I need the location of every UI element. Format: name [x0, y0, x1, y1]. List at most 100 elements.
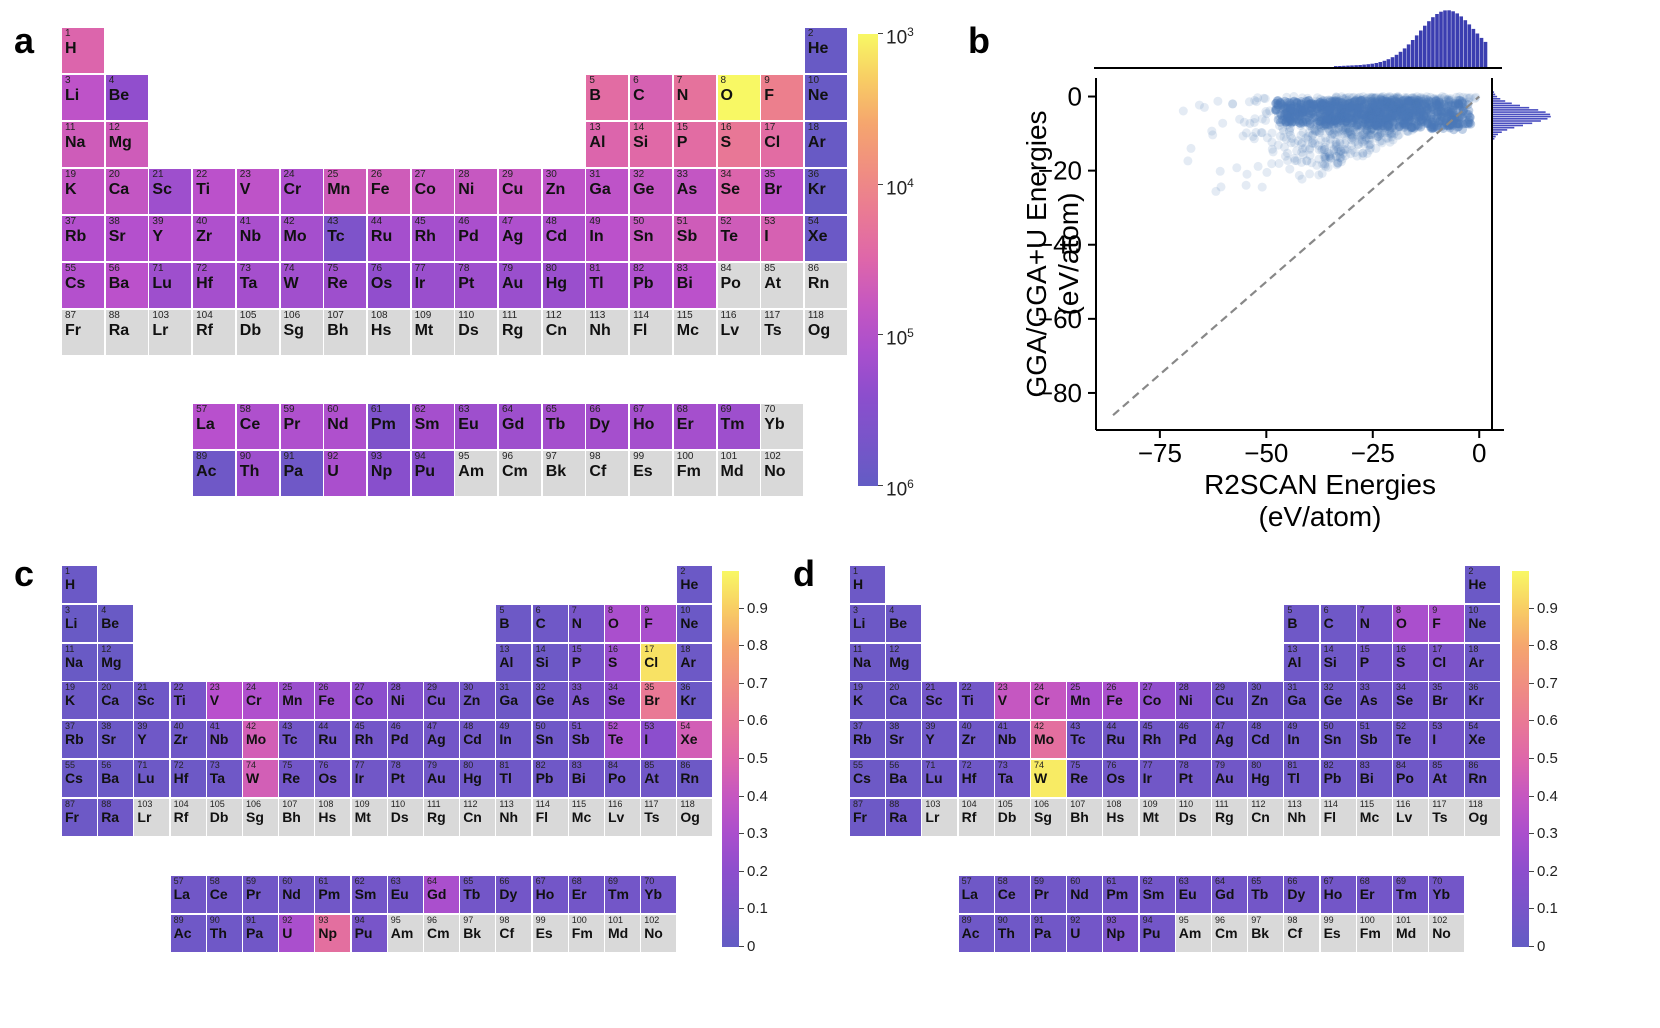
scatter-point	[1367, 97, 1377, 106]
scatter-point	[1401, 102, 1411, 112]
element-cell-cu: 29 Cu	[1212, 682, 1247, 720]
element-cell-p: 15 P	[673, 122, 716, 167]
scatter-point	[1364, 113, 1374, 123]
element-cell-mt: 109 Mt	[411, 310, 454, 355]
scatter-point	[1363, 108, 1373, 117]
scatter-point	[1389, 105, 1398, 115]
element-symbol: Ne	[807, 87, 829, 104]
scatter-point	[1408, 105, 1417, 115]
element-cell-he: 2 He	[1465, 566, 1501, 603]
scatter-point	[1423, 114, 1433, 124]
atomic-number: 108	[318, 798, 334, 809]
element-symbol: Fr	[853, 808, 867, 825]
scatter-point	[1366, 108, 1376, 118]
colorbar-tick	[1529, 682, 1534, 684]
scatter-point	[1321, 137, 1331, 147]
scatter-point	[1279, 115, 1289, 125]
scatter-point	[1326, 154, 1336, 164]
scatter-point	[1344, 104, 1354, 114]
atomic-number: 16	[1396, 643, 1407, 654]
atomic-number: 64	[427, 876, 438, 887]
scatter-point	[1390, 94, 1400, 104]
element-symbol: Os	[370, 275, 393, 292]
scatter-point	[1426, 110, 1436, 120]
scatter-point	[1387, 123, 1397, 133]
scatter-point	[1399, 112, 1409, 122]
scatter-point	[1366, 143, 1375, 153]
element-cell-s: 16 S	[717, 122, 760, 167]
scatter-point	[1324, 119, 1334, 129]
scatter-point	[1407, 125, 1417, 135]
scatter-point	[1419, 111, 1429, 121]
element-symbol: Eu	[390, 886, 409, 903]
scatter-point	[1298, 118, 1308, 128]
scatter-point	[1375, 104, 1385, 114]
scatter-point	[1341, 111, 1351, 121]
element-cell-ac: 89 Ac	[170, 915, 206, 953]
scatter-point	[1325, 139, 1335, 149]
atomic-number: 19	[853, 682, 864, 693]
colorbar-tick-label: 0.2	[1537, 862, 1558, 880]
scatter-point	[1302, 115, 1311, 125]
scatter-point	[1362, 96, 1372, 106]
scatter-point	[1456, 111, 1466, 120]
scatter-point	[1388, 117, 1398, 127]
element-cell-ce: 58 Ce	[236, 404, 279, 449]
element-cell-ni: 28 Ni	[1175, 682, 1211, 720]
element-cell-cs: 55 Cs	[850, 760, 885, 797]
scatter-point	[1330, 116, 1340, 125]
scatter-point	[1342, 144, 1352, 154]
scatter-point	[1411, 101, 1421, 111]
scatter-point	[1347, 141, 1356, 151]
element-symbol: Cr	[1034, 692, 1050, 709]
scatter-point	[1338, 112, 1348, 122]
colorbar-gradient	[722, 571, 739, 947]
scatter-point	[1295, 112, 1305, 122]
scatter-point	[1412, 92, 1422, 102]
element-symbol: Nh	[499, 808, 519, 825]
element-symbol: Yb	[764, 416, 785, 433]
colorbar-tick	[878, 33, 883, 34]
scatter-point	[1366, 111, 1376, 121]
y-tick-label: −20	[1038, 156, 1082, 186]
atomic-number: 100	[1359, 915, 1375, 926]
element-symbol: Fm	[1359, 925, 1381, 942]
scatter-point	[1387, 95, 1396, 105]
atomic-number: 82	[535, 760, 546, 770]
scatter-point	[1355, 104, 1365, 113]
element-cell-md: 101 Md	[717, 451, 760, 496]
element-symbol: Bk	[545, 463, 567, 480]
scatter-point	[1331, 94, 1341, 103]
scatter-point	[1368, 103, 1378, 113]
scatter-point	[1215, 166, 1225, 176]
scatter-point	[1403, 96, 1413, 106]
scatter-point	[1282, 113, 1292, 123]
scatter-point	[1420, 111, 1430, 121]
element-cell-nb: 41 Nb	[206, 721, 242, 759]
scatter-point	[1369, 103, 1379, 113]
element-symbol: P	[1359, 653, 1370, 670]
scatter-point	[1445, 123, 1455, 133]
scatter-point	[1296, 102, 1306, 112]
scatter-point	[1446, 119, 1456, 129]
element-symbol: Sr	[101, 731, 116, 748]
scatter-point	[1443, 101, 1453, 111]
scatter-point	[1406, 96, 1416, 106]
atomic-number: 83	[1359, 760, 1370, 770]
scatter-point	[1291, 105, 1301, 114]
scatter-point	[1329, 115, 1339, 125]
element-cell-ne: 10 Ne	[677, 604, 713, 642]
element-cell-zr: 40 Zr	[170, 721, 206, 759]
scatter-point	[1340, 130, 1350, 140]
scatter-point	[1360, 101, 1370, 111]
scatter-point	[1372, 109, 1382, 119]
element-symbol: Nd	[282, 886, 301, 903]
element-symbol: Si	[633, 134, 649, 151]
element-symbol: Ho	[535, 886, 555, 903]
scatter-point	[1447, 115, 1457, 125]
scatter-point	[1352, 121, 1362, 131]
scatter-point	[1400, 99, 1410, 109]
scatter-point	[1350, 96, 1360, 106]
scatter-point	[1283, 113, 1293, 122]
scatter-point	[1366, 104, 1376, 114]
